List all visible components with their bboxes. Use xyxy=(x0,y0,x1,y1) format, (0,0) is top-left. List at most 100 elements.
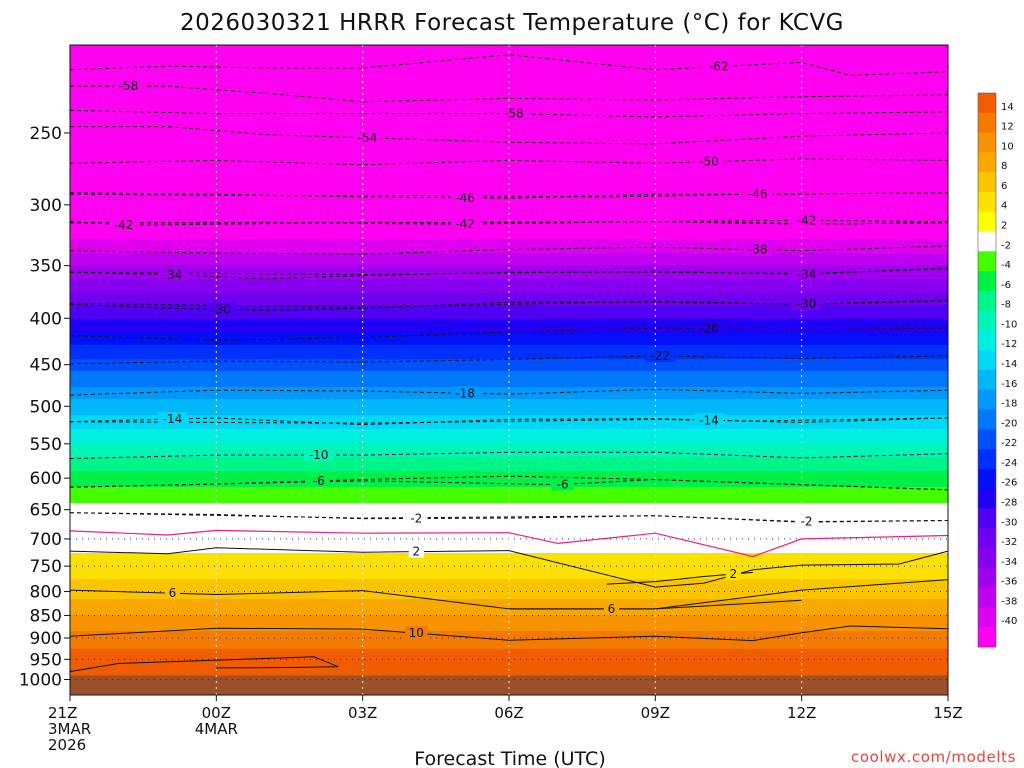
temperature-band xyxy=(70,223,948,226)
temperature-band xyxy=(70,217,948,220)
temperature-band xyxy=(70,283,948,286)
temperature-band xyxy=(70,515,948,518)
temperature-band xyxy=(70,593,948,596)
temperature-band xyxy=(70,233,948,236)
contour-label-bg xyxy=(307,473,330,487)
temperature-band xyxy=(70,583,948,586)
contour-label-bg xyxy=(645,348,676,362)
colorbar-swatch xyxy=(978,508,996,529)
contour-label: 10 xyxy=(409,626,424,640)
temperature-band xyxy=(70,55,948,58)
contour-label-bg xyxy=(791,297,822,311)
temperature-band xyxy=(70,59,948,62)
temperature-band xyxy=(70,131,948,134)
contour-label: -18 xyxy=(455,386,475,400)
colorbar-swatch xyxy=(978,191,996,213)
temperature-band xyxy=(70,673,948,676)
temperature-band xyxy=(70,67,948,70)
contour-line xyxy=(69,299,949,308)
contour-label: -14 xyxy=(163,412,183,426)
temperature-band xyxy=(70,79,948,82)
temperature-band xyxy=(70,527,948,530)
contour-line xyxy=(69,547,949,588)
temperature-band xyxy=(70,569,948,572)
temperature-band xyxy=(70,391,948,394)
temperature-band xyxy=(70,311,948,314)
y-tick-label: 850 xyxy=(30,606,62,626)
contour-label-bg xyxy=(742,242,773,256)
y-tick-label: 950 xyxy=(30,650,62,670)
contour-line xyxy=(70,85,949,103)
colorbar-swatch xyxy=(978,290,996,312)
temperature-band xyxy=(70,323,948,326)
temperature-band xyxy=(70,121,948,124)
temperature-band xyxy=(70,215,948,218)
y-tick-label: 700 xyxy=(30,530,62,550)
temperature-band xyxy=(70,487,948,490)
colorbar-legend: 14 12 10 8 6 4 2 -2 -4 -6 -8 -10 -12 -14 -16 -18 -20 -22 -… xyxy=(977,92,1017,648)
temperature-band xyxy=(70,191,948,194)
temperature-band xyxy=(70,83,948,86)
contour-label-bg xyxy=(113,79,144,93)
contour-label-bg xyxy=(450,386,480,400)
temperature-band xyxy=(70,361,948,364)
temperature-band xyxy=(70,325,948,328)
temperature-band xyxy=(70,421,948,424)
contour-line xyxy=(69,388,949,396)
colorbar-swatch xyxy=(978,488,996,509)
colorbar-label: -36 xyxy=(1001,577,1017,588)
contour-label-bg xyxy=(405,626,428,640)
temperature-band xyxy=(70,625,948,628)
y-tick-label: 550 xyxy=(30,435,62,455)
contour-label: -46 xyxy=(455,191,475,205)
temperature-band xyxy=(70,407,948,410)
colorbar-swatch xyxy=(978,251,996,272)
temperature-band xyxy=(70,559,948,562)
colorbar-swatch xyxy=(978,548,996,569)
contour-label: 6 xyxy=(169,586,177,600)
x-tick-label: 2026 xyxy=(48,736,86,754)
colorbar-label: -14 xyxy=(1001,359,1017,370)
temperature-band xyxy=(70,155,948,158)
contour-label: 2 xyxy=(730,567,738,581)
contour-label-bg xyxy=(450,217,480,231)
temperature-band xyxy=(70,485,948,488)
temperature-band xyxy=(70,385,948,388)
temperature-band xyxy=(70,605,948,608)
contour-label: 6 xyxy=(608,602,616,616)
temperature-band xyxy=(70,163,948,166)
ground-layer xyxy=(70,675,948,695)
temperature-band xyxy=(70,415,948,418)
contour-label: -42 xyxy=(455,217,475,231)
contour-line xyxy=(509,599,802,610)
contour-label: -42 xyxy=(114,218,134,232)
temperature-band xyxy=(70,169,948,172)
temperature-band xyxy=(70,235,948,238)
colorbar-label: 10 xyxy=(1001,141,1014,152)
temperature-band xyxy=(70,143,948,146)
source-credit: coolwx.com/modelts xyxy=(851,748,1016,766)
contour-label-bg xyxy=(157,412,188,426)
colorbar-label: -22 xyxy=(1001,438,1017,449)
x-tick-label: 12Z xyxy=(787,704,816,722)
temperature-band xyxy=(70,295,948,298)
temperature-band xyxy=(70,403,948,406)
temperature-band xyxy=(70,367,948,370)
temperature-band xyxy=(70,259,948,262)
temperature-band xyxy=(70,329,948,332)
temperature-band xyxy=(70,95,948,98)
colorbar-label: -6 xyxy=(1001,280,1011,291)
colorbar-swatch xyxy=(978,231,996,252)
contour-line xyxy=(69,656,339,673)
colorbar-swatch xyxy=(978,429,996,450)
temperature-band xyxy=(70,269,948,272)
temperature-band xyxy=(70,655,948,658)
temperature-band xyxy=(70,449,948,452)
temperature-band xyxy=(70,127,948,130)
temperature-band xyxy=(70,601,948,604)
temperature-band xyxy=(70,119,948,122)
contour-label-bg xyxy=(303,448,334,462)
contour-label-bg xyxy=(603,601,620,615)
